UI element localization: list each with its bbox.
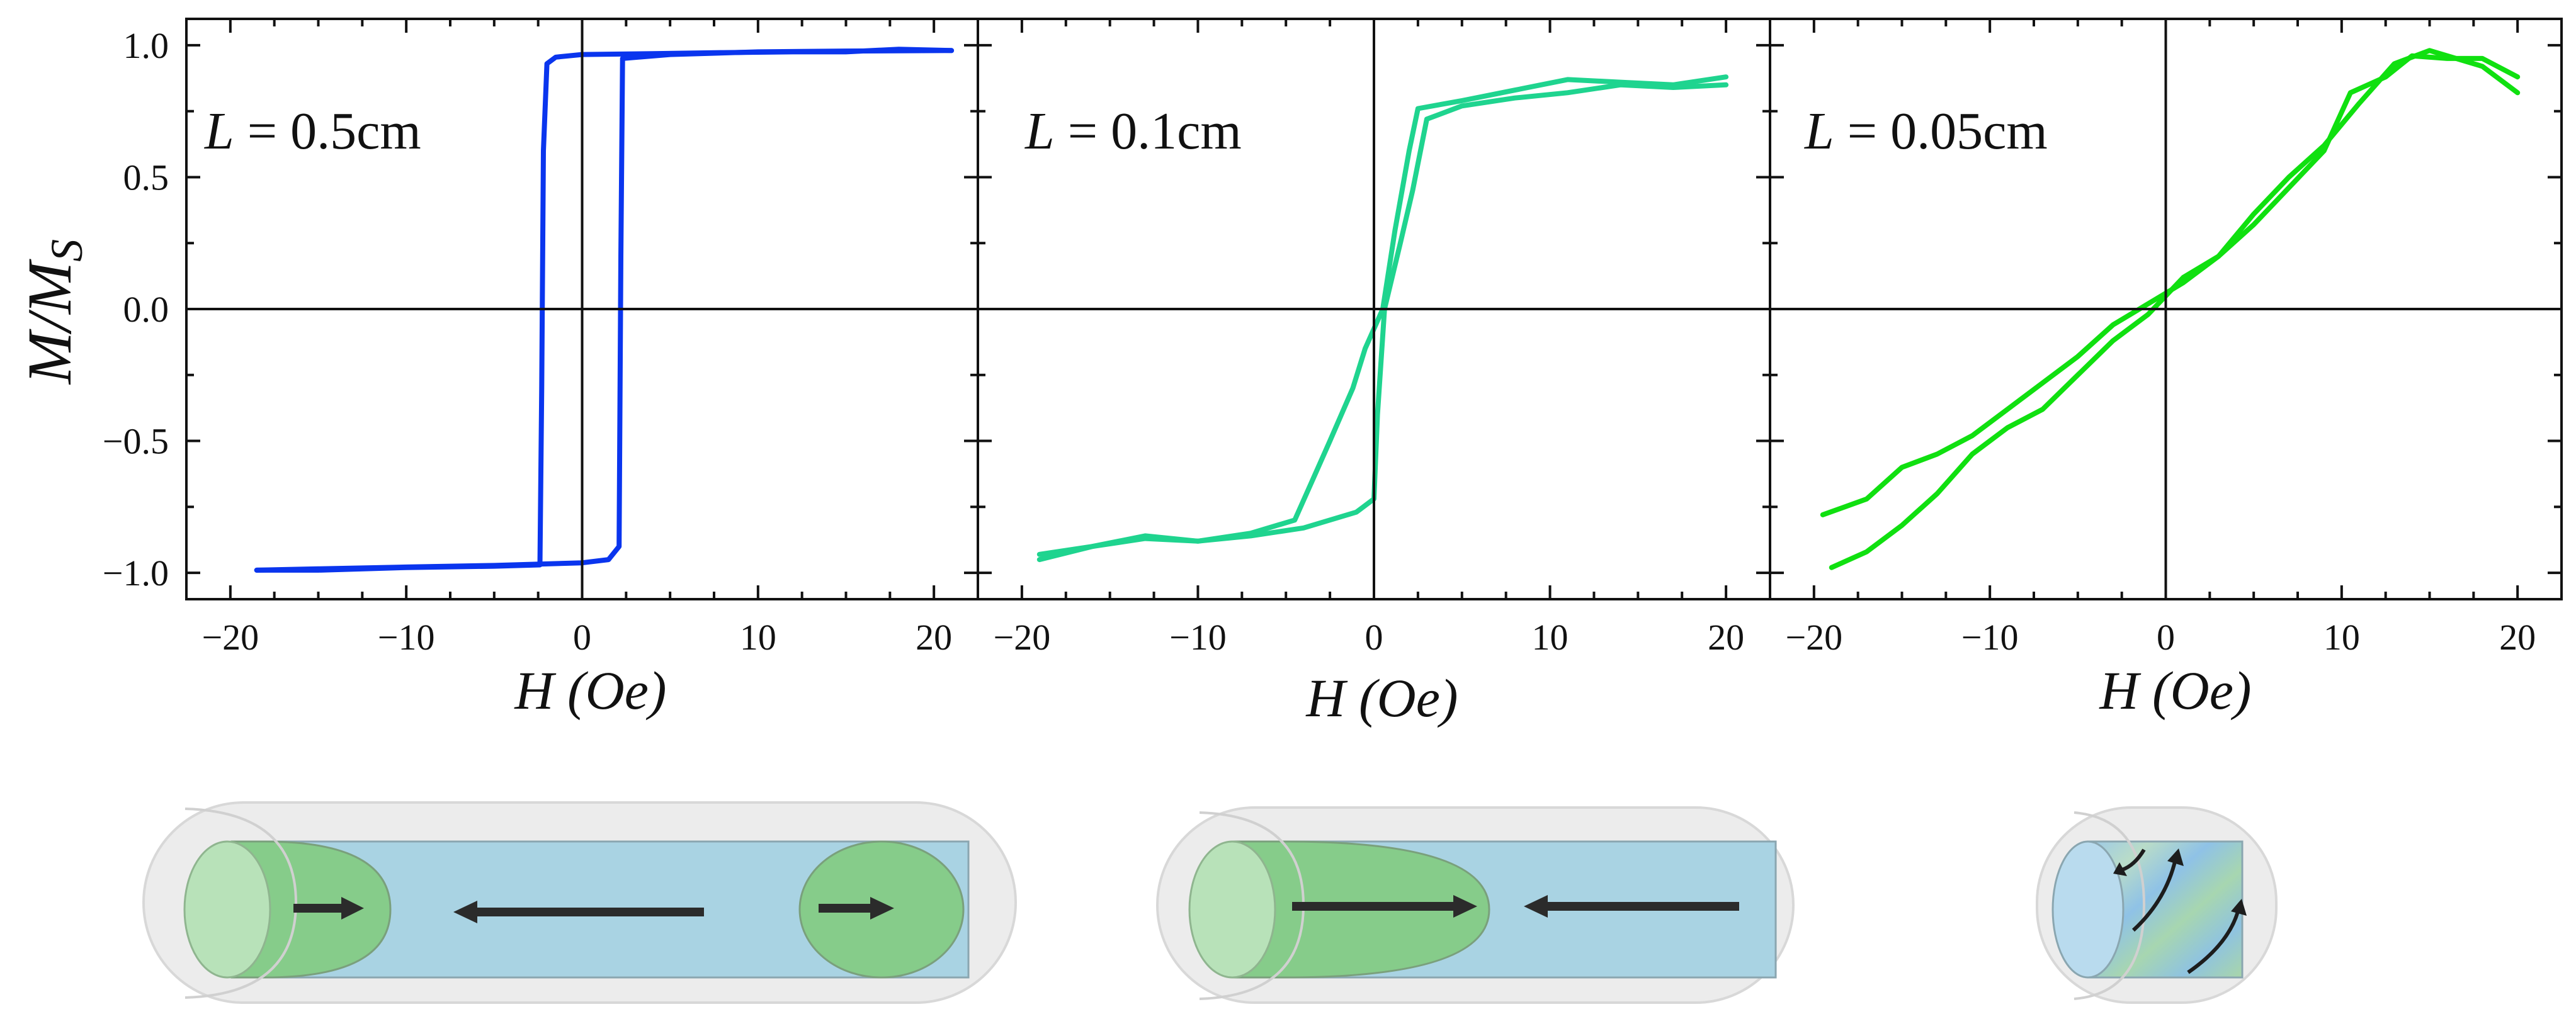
magnetization-arrow	[1292, 895, 1477, 918]
x-tick-label: −10	[1961, 617, 2019, 658]
magnetization-arrow	[1524, 895, 1739, 918]
series-line-ascending	[1820, 53, 2521, 517]
y-tick-label: −0.5	[103, 421, 169, 462]
x-tick-label: 0	[1365, 617, 1383, 658]
panel-l-0-1cm: −20 −10 0 10 20 L = 0.1cm H (Oe)	[977, 18, 1771, 728]
shell-rim	[2074, 811, 2146, 1000]
x-tick-label: 10	[740, 617, 776, 658]
x-tick-label: −10	[378, 617, 435, 658]
panel-l-0-5cm: −20 −10 0 10 20 −1.0 −0.5 0.0 0.5 1.0 L = 0.5cm H…	[103, 18, 979, 721]
wire-end-cap	[183, 840, 271, 979]
x-tick-label: −10	[1169, 617, 1227, 658]
x-tick-label: 20	[1708, 617, 1744, 658]
series-line-ascending	[254, 48, 955, 573]
magnetization-arrow	[293, 897, 364, 920]
x-tick-label: −20	[994, 617, 1051, 658]
schematic-medium-wire	[1156, 806, 1795, 1004]
y-tick-label: 1.0	[123, 25, 169, 66]
swirl-arrows	[2113, 848, 2247, 974]
svg-text:M/MS: M/MS	[14, 239, 92, 385]
x-axis-title: H (Oe)	[514, 660, 666, 721]
x-tick-label: 10	[2324, 617, 2360, 658]
x-tick-label: 20	[2499, 617, 2536, 658]
panel-label: L = 0.05cm	[1804, 102, 2048, 160]
magnetization-arrow	[819, 897, 894, 920]
y-tick-label: 0.0	[123, 289, 169, 330]
x-tick-label: 0	[2157, 617, 2175, 658]
schematic-long-wire	[142, 801, 1017, 1004]
magnetization-arrow	[453, 901, 704, 923]
panel-label: L = 0.5cm	[204, 102, 421, 160]
panel-l-0-05cm: −20 −10 0 10 20 L = 0.05cm H (Oe)	[1769, 18, 2563, 721]
x-tick-label: 0	[573, 617, 591, 658]
wire-end-cap	[1188, 840, 1276, 979]
x-tick-label: 10	[1532, 617, 1569, 658]
x-tick-label: 20	[916, 617, 952, 658]
y-tick-label: 0.5	[123, 157, 169, 198]
shell-rim	[184, 808, 298, 999]
wire-end-cap	[2051, 840, 2125, 979]
x-tick-label: −20	[1785, 617, 1842, 658]
y-tick-label: −1.0	[103, 553, 169, 594]
x-axis-title: H (Oe)	[1305, 668, 1458, 728]
panel-label: L = 0.1cm	[1024, 102, 1242, 160]
x-tick-label: −20	[201, 617, 259, 658]
x-axis-title: H (Oe)	[2099, 660, 2251, 721]
schematic-short-wire	[2036, 806, 2278, 1004]
y-axis-title: M/MS	[14, 239, 92, 385]
